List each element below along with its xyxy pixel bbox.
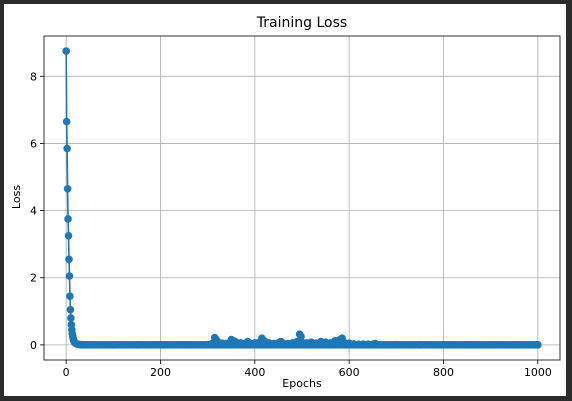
data-point xyxy=(133,341,141,349)
data-point xyxy=(373,340,382,349)
series-line xyxy=(65,51,538,346)
data-point xyxy=(463,341,471,349)
data-point xyxy=(85,341,94,349)
data-point xyxy=(64,231,73,240)
x-tick-label: 0 xyxy=(63,366,70,379)
y-tick-label: 4 xyxy=(30,205,37,218)
data-point xyxy=(67,314,75,322)
series-layer xyxy=(62,47,542,349)
data-point xyxy=(63,184,72,193)
x-tick-label: 600 xyxy=(339,366,360,379)
chart-title: Training Loss xyxy=(256,15,347,31)
data-point xyxy=(66,305,75,314)
data-point xyxy=(416,340,424,349)
data-point xyxy=(109,341,118,349)
data-point xyxy=(66,292,74,301)
y-axis-title: Loss xyxy=(10,185,23,209)
data-point xyxy=(65,255,73,264)
x-tick-label: 400 xyxy=(244,366,265,379)
data-point xyxy=(486,341,495,349)
y-tick-label: 2 xyxy=(30,272,37,285)
data-point xyxy=(62,47,70,55)
data-point xyxy=(439,341,448,349)
chart-figure: 0 200 400 600 800 1000 0 2 4 6 8 Training Loss Epo… xyxy=(4,4,566,396)
data-point xyxy=(392,340,401,349)
data-point xyxy=(180,340,188,349)
data-point xyxy=(63,144,71,153)
y-tick-label: 8 xyxy=(30,70,37,83)
y-tick-label: 0 xyxy=(30,339,37,352)
y-tick-label: 6 xyxy=(30,137,37,150)
data-point xyxy=(297,332,305,341)
data-point xyxy=(510,341,519,349)
data-point xyxy=(156,341,165,349)
x-axis-title: Epochs xyxy=(282,377,322,390)
plot-frame xyxy=(43,35,561,361)
x-tick-label: 1000 xyxy=(524,366,552,379)
data-point xyxy=(65,272,74,280)
axes: 0 200 400 600 800 1000 0 2 4 6 8 xyxy=(30,35,561,379)
x-tick-label: 200 xyxy=(150,366,171,379)
chart-svg: 0 200 400 600 800 1000 0 2 4 6 8 Training Loss Epo… xyxy=(10,15,561,390)
x-tick-label: 800 xyxy=(433,366,454,379)
data-point xyxy=(64,215,72,223)
data-point xyxy=(534,341,542,349)
grid xyxy=(44,36,560,360)
data-point xyxy=(62,117,71,126)
